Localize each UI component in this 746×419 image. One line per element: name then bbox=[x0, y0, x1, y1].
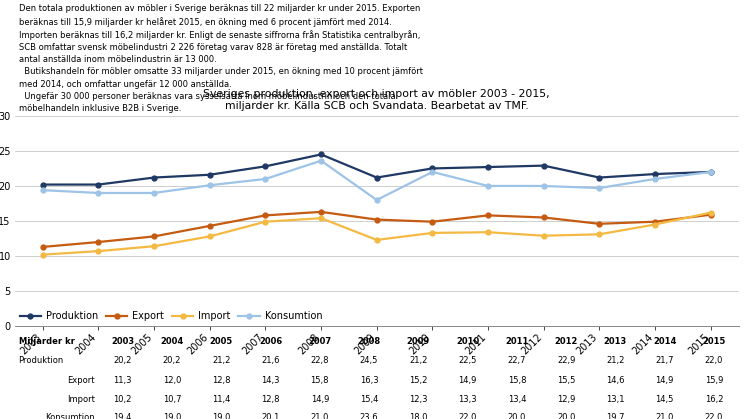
Text: 19,0: 19,0 bbox=[163, 413, 181, 419]
Text: 14,5: 14,5 bbox=[656, 395, 674, 404]
Text: Export: Export bbox=[67, 376, 95, 385]
Text: 2013: 2013 bbox=[604, 337, 627, 346]
Text: 20,1: 20,1 bbox=[261, 413, 280, 419]
Text: Miljarder kr: Miljarder kr bbox=[19, 337, 75, 346]
Text: 14,9: 14,9 bbox=[656, 376, 674, 385]
Text: 21,0: 21,0 bbox=[656, 413, 674, 419]
Text: 12,0: 12,0 bbox=[163, 376, 181, 385]
Text: 15,2: 15,2 bbox=[409, 376, 427, 385]
Text: 21,2: 21,2 bbox=[409, 356, 427, 365]
Text: 2011: 2011 bbox=[505, 337, 529, 346]
Text: 20,2: 20,2 bbox=[163, 356, 181, 365]
Text: 2012: 2012 bbox=[554, 337, 578, 346]
Text: 22,0: 22,0 bbox=[458, 413, 477, 419]
Text: Den totala produktionen av möbler i Sverige beräknas till 22 miljarder kr under : Den totala produktionen av möbler i Sver… bbox=[19, 4, 422, 113]
Legend: Produktion, Export, Import, Konsumtion: Produktion, Export, Import, Konsumtion bbox=[20, 311, 322, 321]
Text: 2004: 2004 bbox=[160, 337, 184, 346]
Text: 12,8: 12,8 bbox=[261, 395, 280, 404]
Text: 2009: 2009 bbox=[407, 337, 430, 346]
Text: 2003: 2003 bbox=[111, 337, 134, 346]
Text: 2005: 2005 bbox=[210, 337, 233, 346]
Text: 2008: 2008 bbox=[357, 337, 380, 346]
Text: 15,9: 15,9 bbox=[705, 376, 723, 385]
Text: 20,0: 20,0 bbox=[508, 413, 526, 419]
Text: 15,8: 15,8 bbox=[507, 376, 526, 385]
Text: 20,0: 20,0 bbox=[557, 413, 575, 419]
Text: 19,7: 19,7 bbox=[606, 413, 624, 419]
Text: 16,3: 16,3 bbox=[360, 376, 378, 385]
Text: 22,8: 22,8 bbox=[310, 356, 329, 365]
Text: 14,6: 14,6 bbox=[606, 376, 624, 385]
Text: 22,5: 22,5 bbox=[458, 356, 477, 365]
Text: Konsumtion: Konsumtion bbox=[45, 413, 95, 419]
Text: 21,2: 21,2 bbox=[212, 356, 231, 365]
Text: 2014: 2014 bbox=[653, 337, 677, 346]
Text: 2010: 2010 bbox=[456, 337, 479, 346]
Text: 2006: 2006 bbox=[259, 337, 282, 346]
Text: 14,9: 14,9 bbox=[310, 395, 329, 404]
Text: 12,8: 12,8 bbox=[212, 376, 231, 385]
Text: 2015: 2015 bbox=[702, 337, 726, 346]
Text: 15,4: 15,4 bbox=[360, 395, 378, 404]
Text: 21,6: 21,6 bbox=[261, 356, 280, 365]
Text: 12,9: 12,9 bbox=[557, 395, 575, 404]
Text: 14,9: 14,9 bbox=[458, 376, 477, 385]
Text: 23,6: 23,6 bbox=[360, 413, 378, 419]
Text: Import: Import bbox=[66, 395, 95, 404]
Text: 16,2: 16,2 bbox=[705, 395, 723, 404]
Text: 14,3: 14,3 bbox=[261, 376, 280, 385]
Text: 22,9: 22,9 bbox=[557, 356, 575, 365]
Text: 21,2: 21,2 bbox=[606, 356, 624, 365]
Text: 15,8: 15,8 bbox=[310, 376, 329, 385]
Text: Produktion: Produktion bbox=[19, 356, 64, 365]
Title: Sveriges produktion, export och import av möbler 2003 - 2015,
miljarder kr. Käll: Sveriges produktion, export och import a… bbox=[204, 89, 550, 111]
Text: 11,3: 11,3 bbox=[113, 376, 132, 385]
Text: 10,2: 10,2 bbox=[113, 395, 132, 404]
Text: 20,2: 20,2 bbox=[113, 356, 132, 365]
Text: 13,4: 13,4 bbox=[507, 395, 526, 404]
Text: 21,7: 21,7 bbox=[656, 356, 674, 365]
Text: 2007: 2007 bbox=[308, 337, 331, 346]
Text: 24,5: 24,5 bbox=[360, 356, 378, 365]
Text: 11,4: 11,4 bbox=[212, 395, 231, 404]
Text: 13,3: 13,3 bbox=[458, 395, 477, 404]
Text: 15,5: 15,5 bbox=[557, 376, 575, 385]
Text: 13,1: 13,1 bbox=[606, 395, 624, 404]
Text: 22,0: 22,0 bbox=[705, 356, 723, 365]
Text: 10,7: 10,7 bbox=[163, 395, 181, 404]
Text: 22,0: 22,0 bbox=[705, 413, 723, 419]
Text: 12,3: 12,3 bbox=[409, 395, 427, 404]
Text: 19,0: 19,0 bbox=[212, 413, 231, 419]
Text: 21,0: 21,0 bbox=[310, 413, 329, 419]
Text: 19,4: 19,4 bbox=[113, 413, 132, 419]
Text: 18,0: 18,0 bbox=[409, 413, 427, 419]
Text: 22,7: 22,7 bbox=[507, 356, 526, 365]
